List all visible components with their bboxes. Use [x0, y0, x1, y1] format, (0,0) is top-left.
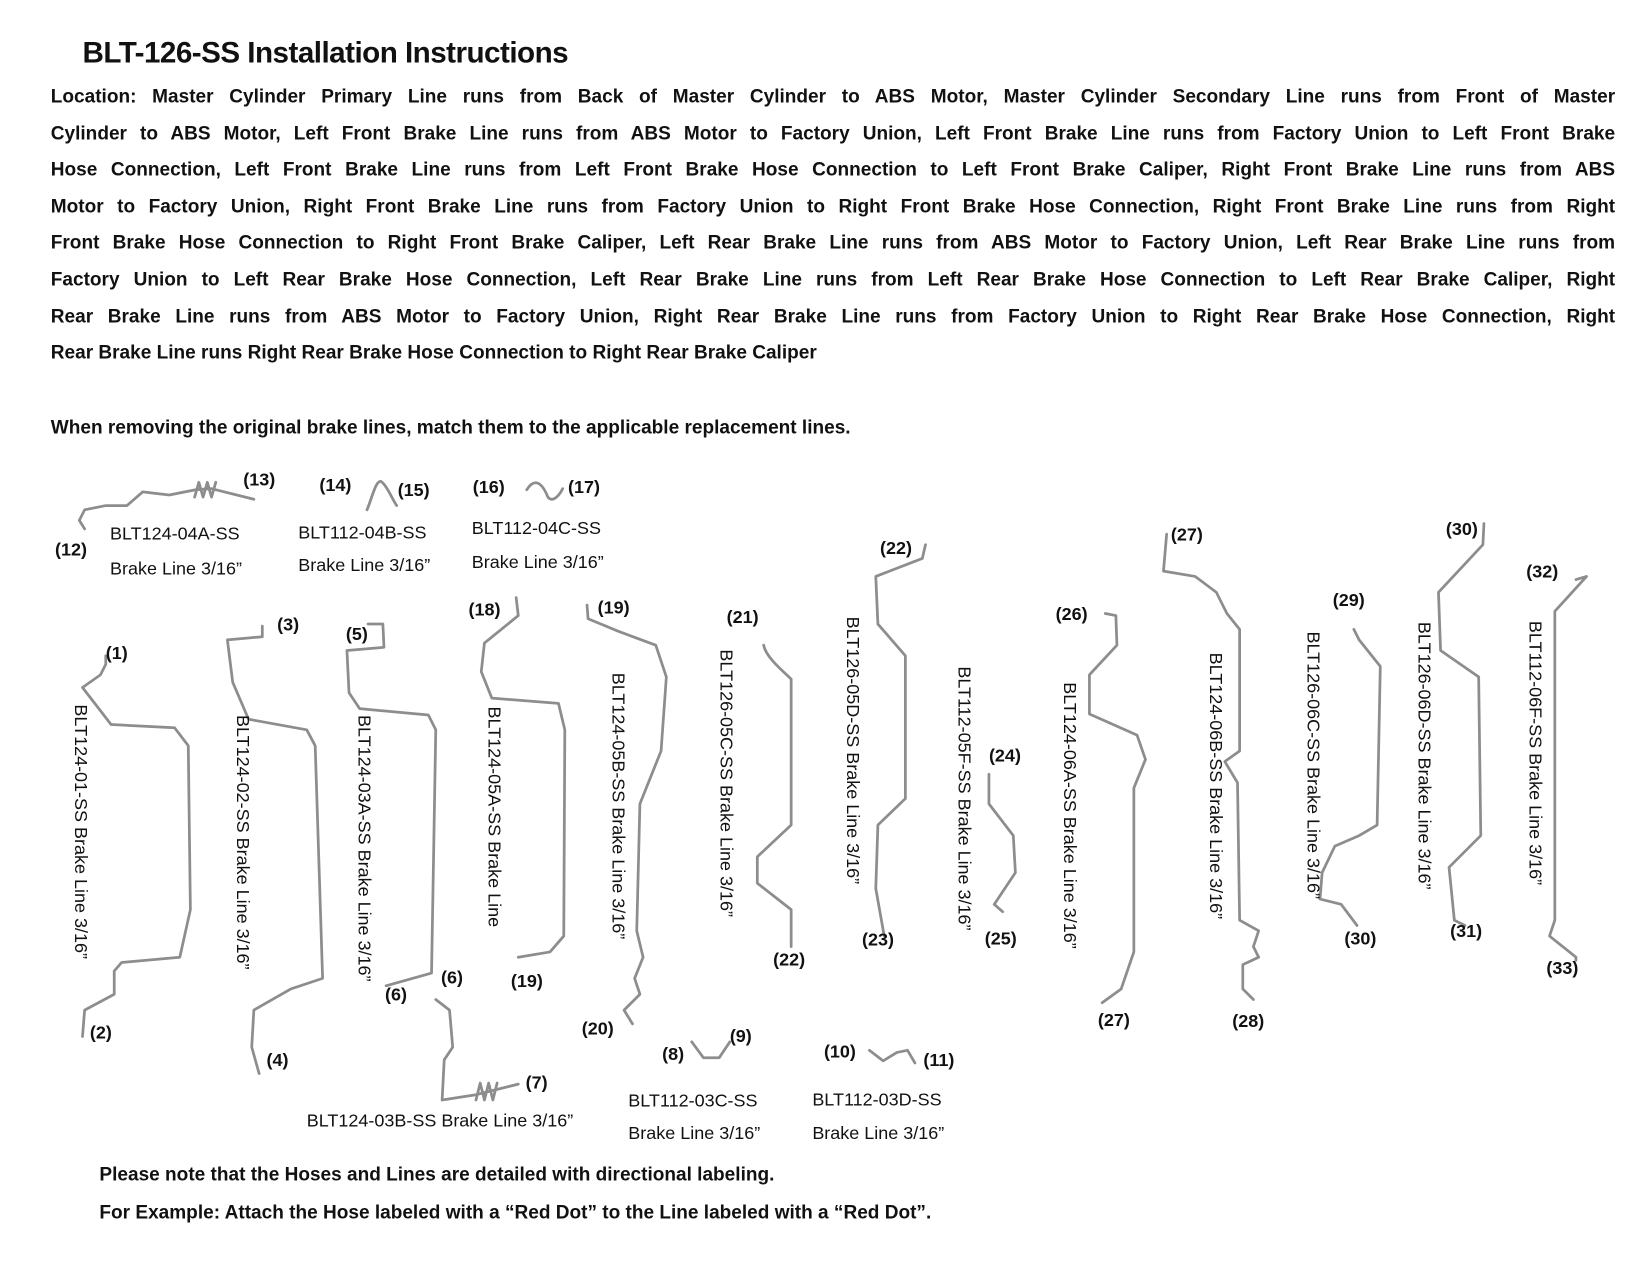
part-desc: Brake Line 3/16” — [812, 1123, 945, 1144]
connection-number: (18) — [468, 599, 501, 620]
brake-line-03c — [690, 1040, 732, 1060]
connection-number: (28) — [1232, 1011, 1265, 1032]
vertical-part-label: BLT126-05D-SS Brake Line 3/16” — [842, 616, 864, 885]
location-line: Rear Brake Line runs from ABS Motor to F… — [50, 305, 1616, 327]
brake-line-05f — [987, 772, 1017, 914]
connection-number: (27) — [1097, 1010, 1130, 1031]
brake-line-02 — [226, 624, 324, 1075]
brake-line-05d — [874, 543, 927, 938]
connection-number: (6) — [385, 984, 407, 1005]
brake-line-06a — [1088, 612, 1147, 1005]
connection-number: (25) — [984, 928, 1017, 949]
connection-number: (4) — [266, 1050, 289, 1071]
brake-line-05c — [755, 643, 793, 949]
connection-number: (27) — [1170, 524, 1203, 545]
brake-line-04c — [525, 481, 565, 501]
connection-number: (7) — [525, 1072, 548, 1093]
location-line: Location: Master Cylinder Primary Line r… — [50, 85, 1616, 107]
connection-number: (30) — [1344, 928, 1377, 949]
connection-number: (9) — [729, 1025, 752, 1047]
vertical-part-label: BLT112-05F-SS Brake Line 3/16” — [954, 666, 975, 931]
note-text: Please note that the Hoses and Lines are… — [99, 1163, 775, 1185]
part-desc: Brake Line 3/16” — [298, 555, 431, 576]
vertical-part-label: BLT126-06D-SS Brake Line 3/16” — [1414, 621, 1435, 890]
vertical-part-label: BLT124-03A-SS Brake Line 3/16” — [354, 715, 375, 982]
part-label: BLT124-03B-SS Brake Line 3/16” — [306, 1110, 574, 1131]
brake-line-04a — [77, 487, 256, 531]
connection-number: (15) — [397, 480, 430, 501]
connection-number: (10) — [823, 1041, 856, 1062]
connection-number: (17) — [567, 477, 600, 498]
vertical-part-label: BLT124-05B-SS Brake Line 3/16” — [608, 672, 629, 940]
connection-number: (12) — [55, 539, 87, 560]
note-text: For Example: Attach the Hose labeled wit… — [99, 1201, 932, 1223]
location-line: Factory Union to Left Rear Brake Hose Co… — [50, 268, 1616, 290]
connection-number: (32) — [1526, 561, 1559, 582]
connection-number: (31) — [1450, 921, 1483, 942]
part-desc: Brake Line 3/16” — [471, 552, 604, 573]
vertical-part-label: BLT124-01-SS Brake Line 3/16” — [70, 704, 91, 959]
connection-number: (22) — [773, 949, 806, 970]
part-label: BLT112-04C-SS — [471, 518, 602, 539]
connection-number: (11) — [923, 1050, 955, 1071]
brake-line-03b — [434, 998, 520, 1102]
vertical-part-label: BLT124-06B-SS Brake Line 3/16” — [1205, 652, 1226, 920]
brake-line-06b — [1162, 532, 1261, 1001]
location-line: Cylinder to ABS Motor, Left Front Brake … — [50, 122, 1616, 144]
connection-number: (22) — [880, 538, 912, 559]
part-label: BLT112-03C-SS — [628, 1090, 758, 1111]
part-label: BLT124-04A-SS — [110, 523, 240, 544]
brake-line-05a — [479, 596, 567, 959]
vertical-part-label: BLT126-06C-SS Brake Line 3/16” — [1303, 631, 1324, 899]
part-desc: Brake Line 3/16” — [628, 1123, 761, 1144]
brake-line-06d — [1437, 522, 1486, 927]
connection-number: (29) — [1332, 590, 1365, 611]
page-title: BLT-126-SS Installation Instructions — [82, 35, 569, 69]
vertical-part-label: BLT124-02-SS Brake Line 3/16” — [232, 715, 253, 970]
part-desc: Brake Line 3/16” — [110, 558, 242, 579]
brake-line-03b-coil — [474, 1081, 499, 1102]
brake-line-04a-coil — [193, 480, 218, 499]
connection-number: (1) — [105, 643, 128, 664]
location-line: Hose Connection, Left Front Brake Line r… — [50, 158, 1616, 181]
location-line: Motor to Factory Union, Right Front Brak… — [50, 195, 1616, 217]
vertical-part-label: BLT124-06A-SS Brake Line 3/16” — [1059, 682, 1080, 949]
location-line: Front Brake Hose Connection to Right Fro… — [50, 232, 1616, 254]
vertical-part-label: BLT124-05A-SS Brake Line — [484, 706, 505, 928]
connection-number: (26) — [1055, 603, 1088, 625]
connection-number: (8) — [662, 1043, 685, 1065]
connection-number: (23) — [862, 929, 895, 950]
connection-number: (19) — [510, 970, 543, 992]
part-label: BLT112-04B-SS — [298, 522, 427, 543]
part-label: BLT112-03D-SS — [812, 1089, 942, 1110]
intro-text: When removing the original brake lines, … — [50, 416, 851, 438]
connection-number: (21) — [726, 607, 759, 628]
connection-number: (16) — [472, 477, 505, 498]
connection-number: (5) — [345, 624, 368, 645]
location-line: Rear Brake Line runs Right Rear Brake Ho… — [50, 341, 817, 363]
location-paragraph: Location: Master Cylinder Primary Line r… — [51, 80, 1615, 373]
connection-number: (24) — [988, 745, 1021, 766]
brake-line-06f — [1548, 575, 1588, 962]
brake-line-05b — [585, 603, 668, 1026]
brake-line-03d — [868, 1048, 917, 1065]
connection-number: (6) — [441, 967, 464, 988]
brake-line-03a — [345, 622, 438, 988]
vertical-part-label: BLT112-06F-SS Brake Line 3/16” — [1525, 620, 1546, 886]
vertical-part-label: BLT126-05C-SS Brake Line 3/16” — [716, 649, 737, 917]
connection-number: (3) — [277, 614, 300, 635]
connection-number: (2) — [89, 1022, 112, 1043]
connection-number: (20) — [581, 1018, 614, 1039]
brake-line-06c — [1318, 627, 1382, 927]
connection-number: (14) — [319, 474, 352, 496]
connection-number: (13) — [243, 469, 276, 490]
brake-line-01 — [81, 654, 192, 1038]
connection-number: (19) — [597, 597, 630, 618]
connection-number: (33) — [1546, 958, 1579, 979]
brake-line-04b — [365, 479, 399, 512]
connection-number: (30) — [1445, 519, 1478, 540]
